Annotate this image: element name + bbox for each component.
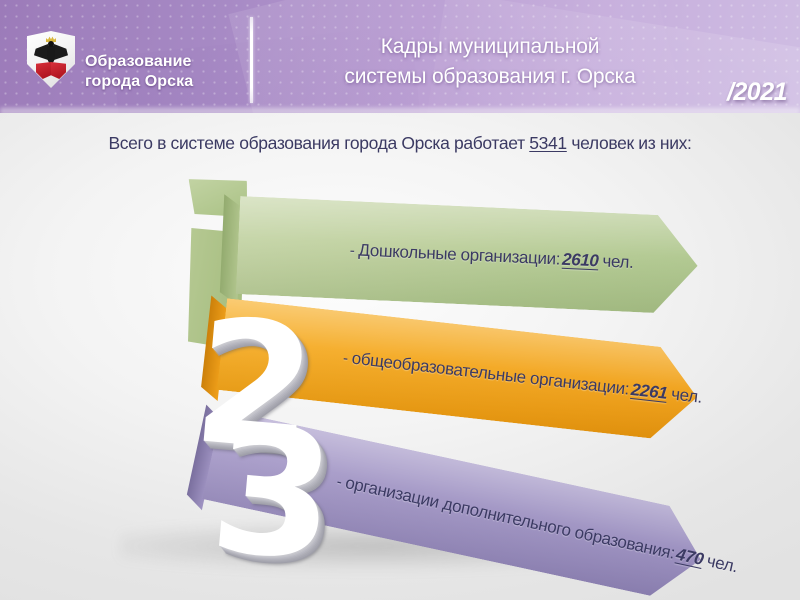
- banner-1-bullet: -: [349, 241, 355, 259]
- brand-name: Образование города Орска: [85, 32, 193, 112]
- eagle-body-icon: [47, 43, 55, 63]
- banner-2-label: - общеобразовательные организации: 2261 …: [338, 312, 707, 444]
- slide-header: Образование города Орска Кадры муниципал…: [0, 0, 800, 113]
- emblem-base-right: [51, 62, 66, 79]
- banner-1-unit: чел.: [602, 251, 634, 272]
- banner-1-label: - Дошкольные организации: 2610 чел.: [348, 201, 636, 312]
- banner-2-bullet: -: [342, 349, 349, 367]
- banner-2-count: 2261: [630, 379, 669, 403]
- banner-1-count: 2610: [561, 249, 599, 271]
- banner-1-text: Дошкольные организации:: [358, 240, 561, 269]
- banner-3-unit: чел.: [705, 551, 740, 577]
- summary-total: 5341: [529, 133, 567, 153]
- summary-suffix: человек из них:: [571, 133, 692, 153]
- page-title-line-1: Кадры муниципальной: [380, 35, 600, 58]
- page-title: Кадры муниципальной системы образования …: [280, 32, 700, 92]
- banner-3-label: - организации дополнительного образовани…: [327, 436, 747, 600]
- coat-of-arms-icon: [27, 31, 75, 88]
- emblem-base-left: [36, 62, 51, 79]
- header-dot-pattern: [0, 0, 800, 113]
- banner-3-count: 470: [674, 544, 706, 569]
- header-bottom-fade: [0, 108, 800, 113]
- brand-line-1: Образование: [85, 53, 192, 70]
- banner-row-1[interactable]: - Дошкольные организации: 2610 чел.: [219, 194, 700, 315]
- page-title-line-2: системы образования г. Орска: [344, 65, 636, 88]
- banner-2-unit: чел.: [670, 384, 704, 407]
- brand-line-2: города Орска: [85, 73, 194, 90]
- eagle-head-icon: [48, 41, 54, 47]
- banner-2-text: общеобразовательные организации:: [350, 348, 631, 399]
- year-label: /2021: [726, 78, 788, 106]
- summary-prefix: Всего в системе образования города Орска…: [108, 133, 525, 153]
- summary-line: Всего в системе образования города Орска…: [0, 133, 800, 154]
- header-divider: [250, 17, 253, 103]
- banner-row-2[interactable]: - общеобразовательные организации: 2261 …: [201, 295, 703, 443]
